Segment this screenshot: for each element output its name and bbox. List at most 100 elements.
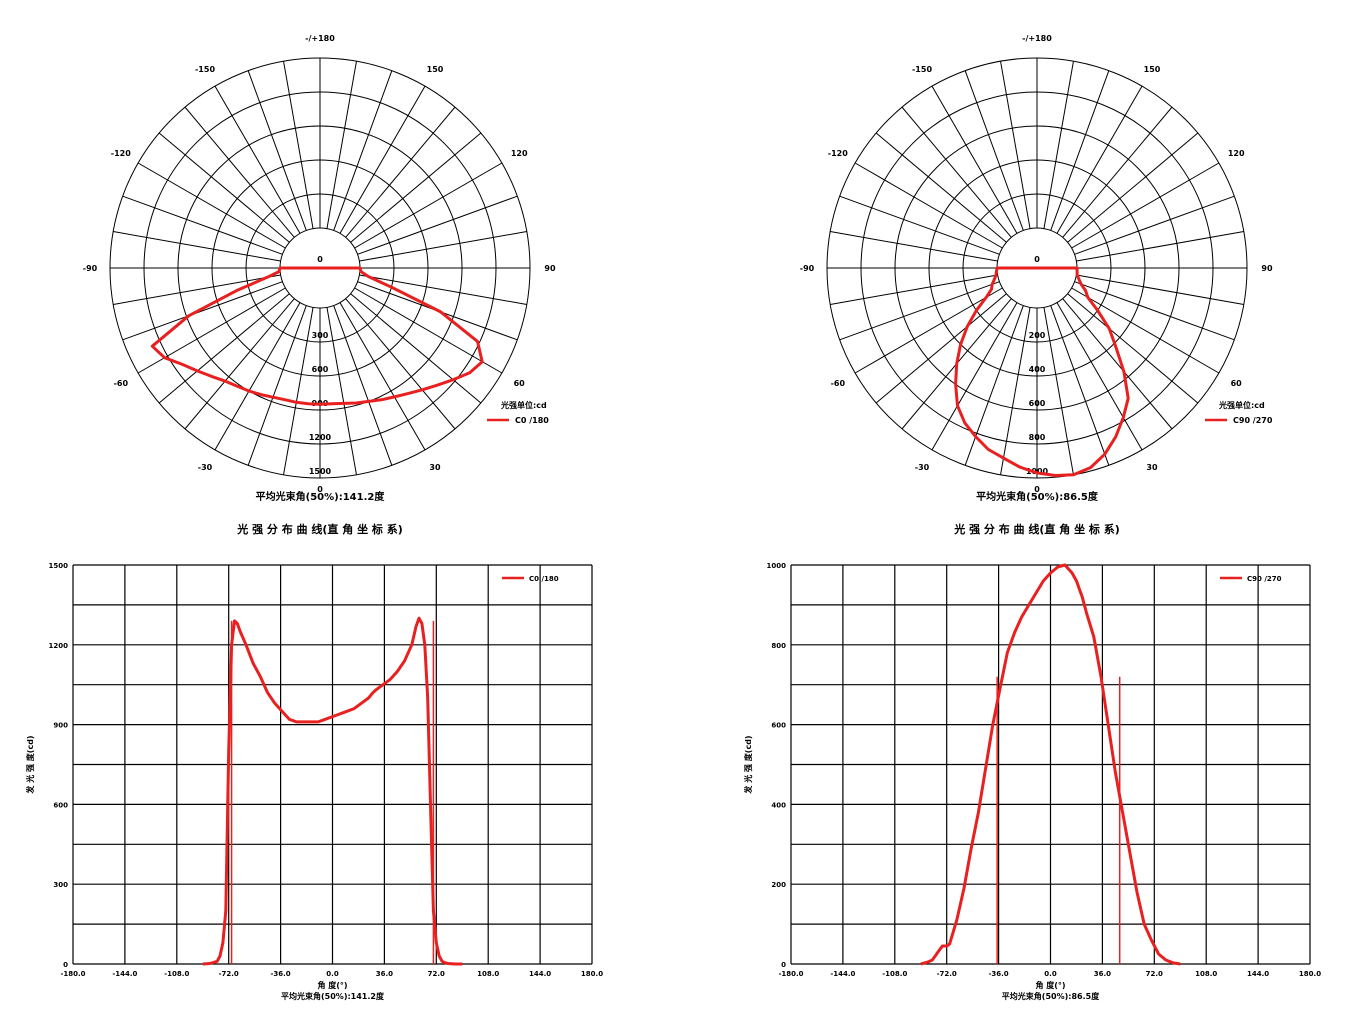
polar-footer: 平均光束角(50%):141.2度 <box>256 490 386 503</box>
x-tick-label: 72.0 <box>428 970 445 978</box>
x-tick-label: -72.0 <box>219 970 239 978</box>
polar-ring-label: 1200 <box>309 433 332 442</box>
x-tick-label: 0.0 <box>1044 970 1057 978</box>
polar-spoke <box>137 287 286 374</box>
polar-spoke <box>830 274 998 305</box>
polar-spoke <box>214 302 301 451</box>
x-tick-label: 180.0 <box>581 970 603 978</box>
x-axis-label: 角 度(°) <box>1035 980 1065 990</box>
polar-spoke <box>830 231 998 262</box>
polar-spoke <box>901 106 1012 238</box>
y-axis-label: 发 光 强 度(cd) <box>25 735 35 794</box>
polar-spoke <box>1071 287 1220 374</box>
x-tick-label: -144.0 <box>830 970 855 978</box>
polar-angle-label: 120 <box>511 149 528 158</box>
polar-angle-label: -90 <box>83 264 98 273</box>
polar-spoke <box>1050 305 1110 466</box>
polar-spoke <box>1043 307 1074 475</box>
polar-spoke <box>345 298 456 430</box>
polar-spoke <box>1076 231 1244 262</box>
x-tick-label: 108.0 <box>1195 970 1217 978</box>
polar-spoke <box>345 106 456 238</box>
polar-spoke <box>354 162 503 249</box>
polar-ring-label: 400 <box>1029 365 1046 374</box>
polar-spoke <box>1062 298 1173 430</box>
x-tick-label: -72.0 <box>937 970 957 978</box>
y-tick-label: 0 <box>781 961 786 969</box>
polar-spoke <box>122 281 283 341</box>
polar-legend-title: 光强单位:cd <box>1218 400 1265 410</box>
polar-spoke <box>854 287 1003 374</box>
polar-spoke <box>875 293 1007 404</box>
polar-angle-label: -120 <box>828 149 848 158</box>
polar-angle-label: 150 <box>427 65 444 74</box>
polar-angle-label: 60 <box>1231 379 1243 388</box>
polar-spoke <box>1062 106 1173 238</box>
polar-spoke <box>184 106 295 238</box>
polar-spoke <box>359 274 527 305</box>
polar-ring-label: 600 <box>1029 399 1046 408</box>
x-tick-label: 72.0 <box>1146 970 1163 978</box>
polar-spoke <box>839 281 1000 341</box>
polar-spoke <box>113 231 281 262</box>
polar-ring-label: 1500 <box>309 467 332 476</box>
polar-spoke <box>137 162 286 249</box>
polar-spoke <box>214 85 301 234</box>
polar-spoke <box>1076 274 1244 305</box>
polar-spoke <box>283 307 314 475</box>
cartesian-chart-2: 0 200 400 600 800 1000 -180.0 -144.0 -108.0 -72.0… <box>743 562 1321 1001</box>
x-tick-label: 144.0 <box>529 970 551 978</box>
y-tick-label: 1500 <box>49 562 69 570</box>
polar-spoke <box>333 305 393 466</box>
polar-spoke <box>350 132 482 243</box>
polar-angle-label: 90 <box>1261 264 1273 273</box>
x-tick-label: 108.0 <box>477 970 499 978</box>
section-title: 光 强 分 布 曲 线(直 角 坐 标 系) <box>953 522 1120 536</box>
polar-angle-label: -30 <box>198 463 213 472</box>
polar-angle-label-bottom: 0 <box>1034 485 1040 494</box>
x-tick-label: -36.0 <box>989 970 1009 978</box>
polar-spoke <box>357 195 518 255</box>
polar-angle-label: -60 <box>114 379 129 388</box>
intensity-curve <box>920 563 1181 966</box>
x-tick-label: 0.0 <box>326 970 339 978</box>
polar-angle-label: -150 <box>195 65 215 74</box>
polar-angle-label: 90 <box>544 264 556 273</box>
polar-spoke <box>283 61 314 229</box>
intensity-curve <box>202 616 463 966</box>
polar-spoke <box>1074 281 1235 341</box>
y-tick-label: 400 <box>771 801 786 809</box>
x-tick-label: -180.0 <box>60 970 85 978</box>
polar-spoke <box>247 305 307 466</box>
x-tick-label: 144.0 <box>1247 970 1269 978</box>
polar-spoke <box>1067 132 1199 243</box>
polar-spoke <box>1000 61 1031 229</box>
polar-spoke <box>1074 195 1235 255</box>
legend-entry: C90 /270 <box>1247 575 1282 583</box>
cartesian-footer: 平均光束角(50%):86.5度 <box>1002 991 1100 1001</box>
polar-spoke <box>247 70 307 231</box>
polar-spoke <box>339 85 426 234</box>
polar-angle-label: -30 <box>915 463 930 472</box>
y-tick-label: 1200 <box>49 642 69 650</box>
x-tick-label: -144.0 <box>112 970 137 978</box>
polar-spoke <box>122 195 283 255</box>
polar-spoke <box>333 70 393 231</box>
polar-footer: 平均光束角(50%):86.5度 <box>976 490 1099 503</box>
polar-angle-label: 30 <box>1146 463 1158 472</box>
polar-spoke <box>931 85 1018 234</box>
polar-spoke <box>1071 162 1220 249</box>
polar-ring-label: 600 <box>312 365 329 374</box>
y-tick-label: 900 <box>53 722 68 730</box>
polar-spoke <box>326 307 357 475</box>
polar-spoke <box>113 274 281 305</box>
polar-spoke <box>1000 307 1031 475</box>
polar-spoke <box>1056 85 1143 234</box>
polar-spoke <box>1056 302 1143 451</box>
x-tick-label: -108.0 <box>882 970 907 978</box>
polar-spoke <box>359 231 527 262</box>
polar-angle-label: -60 <box>831 379 846 388</box>
cartesian-footer: 平均光束角(50%):141.2度 <box>281 991 385 1001</box>
polar-angle-label: 30 <box>429 463 441 472</box>
